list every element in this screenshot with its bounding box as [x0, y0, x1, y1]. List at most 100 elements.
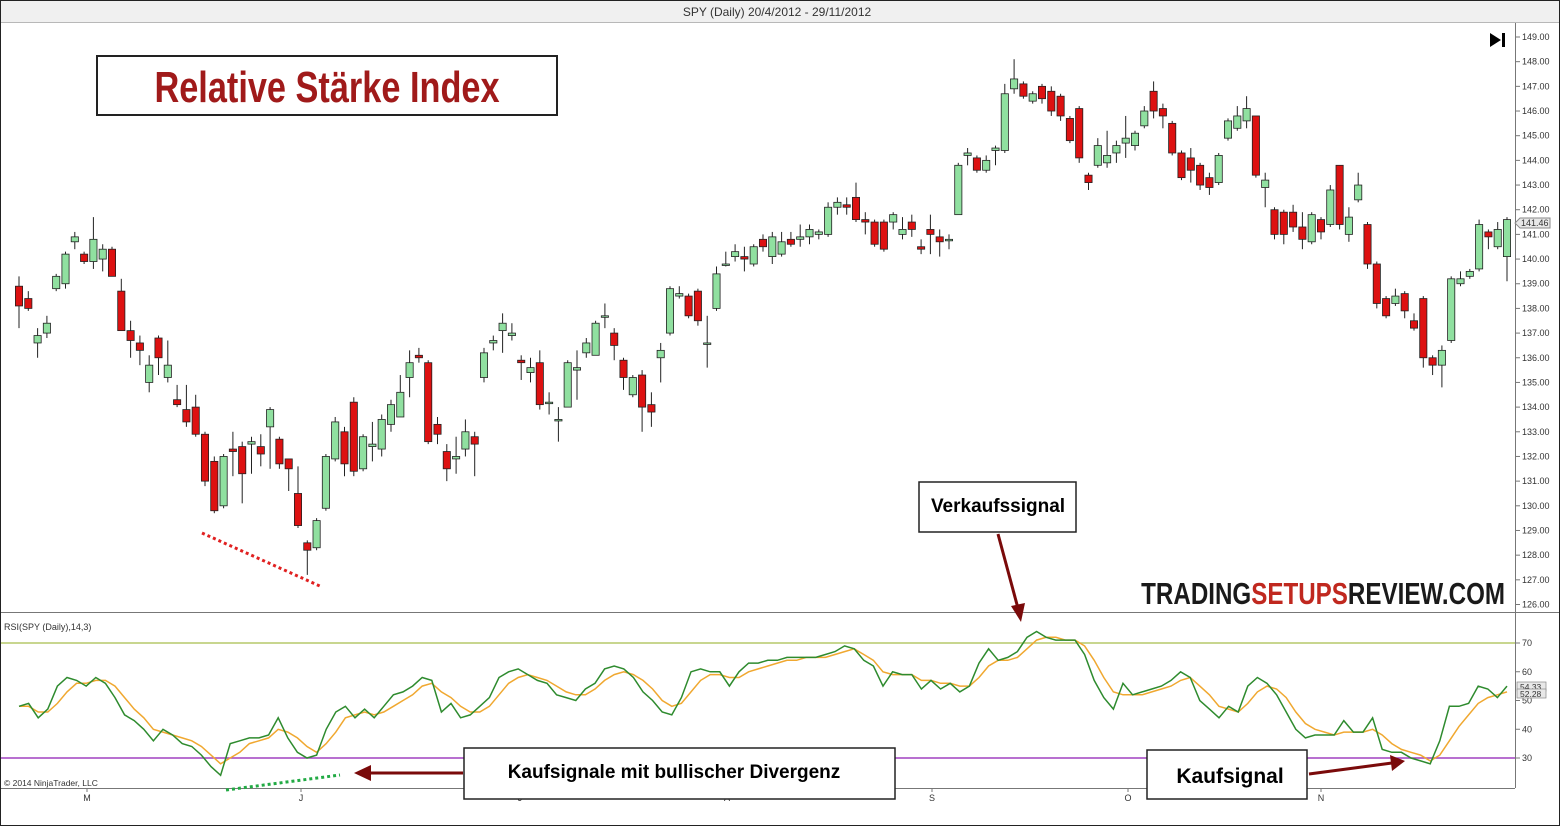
candle — [1121, 115, 1130, 158]
candle-body-up — [777, 241, 786, 255]
candle-body-up — [1456, 278, 1465, 285]
candle — [1261, 172, 1270, 208]
candle-body-up — [1344, 216, 1353, 235]
price-tick-label: 133.00 — [1522, 427, 1550, 437]
candle-body-up — [33, 335, 42, 344]
candle-body-up — [498, 322, 507, 332]
candle-body-down — [1419, 298, 1428, 359]
candle — [712, 266, 721, 311]
candle-body-down — [1400, 293, 1409, 312]
candle — [824, 202, 833, 237]
candle-body-up — [1503, 219, 1512, 257]
time-tick-label: J — [299, 793, 304, 803]
candle — [954, 162, 963, 216]
candle-body-down — [786, 238, 795, 245]
candle-body-down — [135, 342, 144, 351]
candle-body-up — [573, 367, 582, 371]
candle — [1307, 212, 1316, 245]
candle-body-down — [256, 446, 265, 455]
price-tick-label: 126.00 — [1522, 600, 1550, 610]
candle-body-down — [303, 542, 312, 551]
candle — [1400, 291, 1409, 319]
candle — [228, 431, 237, 477]
candle — [98, 244, 107, 272]
candle — [573, 350, 582, 400]
candle — [814, 229, 823, 240]
candle — [1075, 106, 1084, 163]
candle — [628, 375, 637, 398]
candle-body-up — [1224, 120, 1233, 139]
candle-body-up — [1391, 295, 1400, 304]
candle-body-down — [210, 460, 219, 512]
candle-body-down — [638, 374, 647, 408]
headline-box — [96, 55, 558, 116]
candle-body-down — [1382, 298, 1391, 317]
skip-to-end-icon[interactable] — [1490, 33, 1505, 47]
candle-body-down — [1372, 263, 1381, 304]
candle — [80, 251, 89, 264]
rsi-title: RSI(SPY (Daily),14,3) — [4, 622, 91, 632]
candle-body-up — [1103, 155, 1112, 164]
candle-body-up — [1447, 278, 1456, 341]
candle — [331, 416, 340, 462]
candle-body-down — [1158, 108, 1167, 117]
candle — [108, 246, 117, 277]
price-tick-label: 128.00 — [1522, 550, 1550, 560]
candle-body-up — [368, 443, 377, 447]
candle — [461, 419, 470, 457]
candle-body-up — [42, 322, 51, 334]
candle — [1038, 83, 1047, 104]
candle — [173, 384, 182, 408]
candle — [619, 357, 628, 390]
candle-body-down — [1410, 320, 1419, 329]
candle — [693, 288, 702, 326]
candle-body-up — [805, 229, 814, 238]
candle-body-down — [1270, 209, 1279, 235]
price-tick-label: 144.00 — [1522, 155, 1550, 165]
candle — [293, 466, 302, 529]
candle — [1382, 296, 1391, 319]
candle — [1372, 261, 1381, 309]
candle-body-down — [759, 238, 768, 248]
buy-callout-box — [1146, 749, 1308, 800]
candle — [470, 431, 479, 477]
rsi-tick-label: 50 — [1522, 696, 1532, 706]
candle — [52, 273, 61, 292]
candle — [721, 251, 730, 267]
candle — [1131, 130, 1140, 151]
candle — [582, 338, 591, 358]
candle — [1270, 207, 1279, 240]
candle-body-up — [219, 456, 228, 507]
rsi-axis: 30 40 50 60 70 — [1515, 638, 1532, 763]
buy-arrow — [1308, 761, 1393, 776]
price-tick-label: 137.00 — [1522, 328, 1550, 338]
candle-body-down — [238, 446, 247, 475]
candle — [833, 197, 842, 215]
copyright-text: © 2014 NinjaTrader, LLC — [4, 778, 98, 788]
candle — [1419, 296, 1428, 368]
candle — [870, 219, 879, 247]
rsi-average-line — [19, 636, 1508, 765]
candle — [1447, 276, 1456, 343]
candle-body-up — [247, 441, 256, 445]
candle — [275, 436, 284, 469]
candle-body-down — [1251, 115, 1260, 176]
candle — [452, 436, 461, 474]
price-tick-label: 147.00 — [1522, 81, 1550, 91]
candle — [117, 278, 126, 332]
candle — [675, 286, 684, 299]
candle-body-down — [1177, 152, 1186, 179]
candle-body-down — [442, 451, 451, 470]
candle-body-up — [489, 340, 498, 344]
candle — [805, 224, 814, 245]
candle-body-up — [814, 231, 823, 235]
candle-body-up — [61, 253, 70, 285]
candle-body-up — [1242, 108, 1251, 122]
time-tick-label: N — [1318, 793, 1325, 803]
candle-body-up — [1121, 137, 1130, 144]
candle-body-up — [163, 364, 172, 378]
candle — [1317, 217, 1326, 240]
price-tick-label: 127.00 — [1522, 575, 1550, 585]
candle — [1028, 91, 1037, 104]
